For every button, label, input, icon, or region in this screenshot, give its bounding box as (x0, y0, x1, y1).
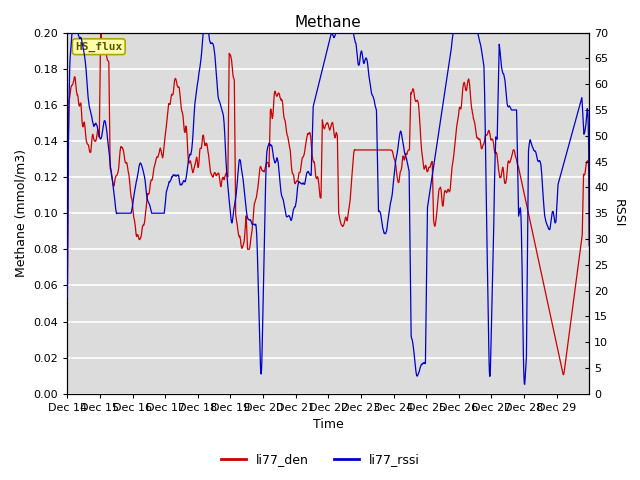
Title: Methane: Methane (295, 15, 362, 30)
Legend: li77_den, li77_rssi: li77_den, li77_rssi (216, 448, 424, 471)
Text: HS_flux: HS_flux (75, 42, 122, 52)
Y-axis label: Methane (mmol/m3): Methane (mmol/m3) (15, 149, 28, 277)
X-axis label: Time: Time (313, 419, 344, 432)
Y-axis label: RSSI: RSSI (612, 199, 625, 228)
